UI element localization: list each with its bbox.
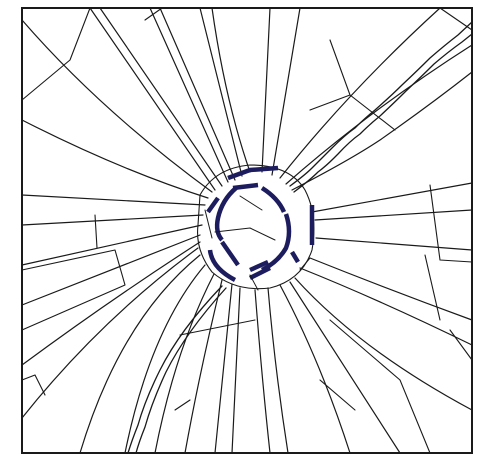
radial-crack (285, 44, 473, 185)
fragment-line (204, 209, 213, 239)
connecting-crack (21, 249, 126, 331)
jagged-crack (127, 285, 223, 454)
radial-crack (294, 277, 473, 411)
radial-crack (21, 119, 209, 199)
connecting-crack (429, 184, 473, 263)
radial-crack (314, 209, 473, 221)
radial-cracks (21, 7, 473, 454)
connecting-crack (424, 254, 441, 321)
radial-crack (89, 7, 216, 191)
radial-crack (21, 224, 203, 266)
radial-crack (124, 264, 206, 454)
radial-crack (267, 287, 289, 454)
connecting-crack (21, 374, 46, 396)
impact-highlight (207, 249, 237, 282)
radial-crack (271, 7, 301, 176)
radial-crack (311, 182, 473, 213)
radial-crack (279, 284, 351, 454)
radial-crack (149, 7, 229, 183)
jagged-crack (289, 21, 473, 187)
radial-crack (21, 214, 204, 226)
glass-frame (21, 7, 473, 454)
radial-crack (261, 7, 271, 173)
fragment-line (299, 257, 311, 271)
connecting-crack (94, 214, 98, 249)
connecting-crack (144, 7, 163, 21)
impact-highlight (206, 196, 220, 214)
radial-crack (184, 279, 223, 454)
impact-highlight (249, 259, 269, 273)
impact-highlight (214, 186, 238, 242)
radial-crack (21, 241, 201, 366)
impact-highlight (232, 182, 259, 191)
impact-highlight (260, 186, 287, 213)
impact-highlight (290, 250, 300, 264)
fragment-line (249, 274, 259, 291)
radial-crack (291, 71, 473, 191)
fragment-line (214, 227, 276, 241)
connecting-crack (329, 319, 431, 454)
radial-crack (21, 247, 199, 419)
connecting-crack (309, 39, 351, 111)
concentric-cracks (21, 7, 473, 454)
radial-crack (254, 289, 271, 454)
radial-crack (99, 7, 223, 187)
fragment-line (239, 195, 263, 211)
radial-crack (299, 267, 473, 346)
radial-crack (199, 7, 243, 177)
radial-crack (279, 7, 441, 179)
jagged-cracks (127, 21, 473, 454)
radial-crack (21, 194, 206, 206)
connecting-crack (179, 319, 256, 336)
radial-crack (154, 273, 215, 454)
connecting-crack (449, 329, 473, 361)
impact-highlight (260, 213, 292, 273)
radial-crack (21, 19, 213, 193)
radial-crack (159, 7, 236, 181)
radial-crack (289, 281, 401, 454)
impact-highlight (227, 165, 279, 181)
connecting-crack (174, 399, 191, 411)
radial-crack (211, 7, 251, 173)
impact-highlight (220, 240, 240, 267)
impact-highlight (248, 265, 272, 281)
radial-crack (231, 287, 241, 454)
radial-crack (309, 257, 473, 321)
radial-crack (79, 254, 201, 454)
impact-ring (197, 164, 315, 290)
radial-crack (315, 237, 473, 251)
jagged-crack (293, 33, 473, 193)
jagged-crack (135, 287, 227, 454)
radial-crack (21, 234, 201, 306)
connecting-crack (319, 379, 356, 411)
impact-highlights (206, 165, 315, 282)
impact-fragments (204, 195, 311, 291)
connecting-crack (21, 7, 91, 101)
radial-crack (214, 283, 233, 454)
